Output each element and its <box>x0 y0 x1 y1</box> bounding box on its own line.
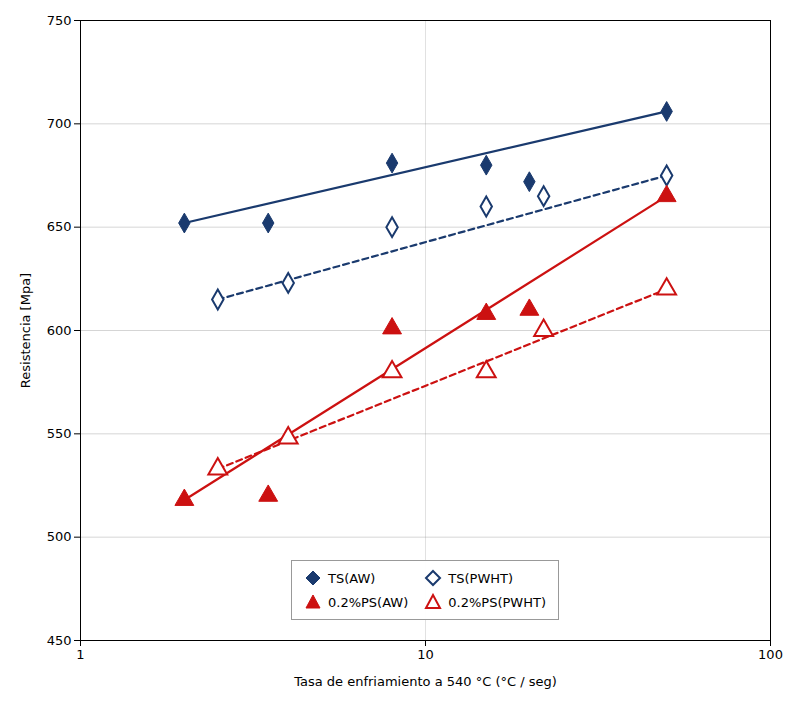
svg-text:1: 1 <box>76 647 84 662</box>
html-text:0.2%PS(PWHT): 0.2%PS(PWHT) <box>448 594 546 610</box>
svg-text:700: 700 <box>47 116 72 131</box>
html-text:0.2%PS(AW): 0.2%PS(AW) <box>328 594 409 610</box>
svg-text:450: 450 <box>47 633 72 648</box>
svg-text:600: 600 <box>47 323 72 338</box>
html-text:TS(AW): TS(AW) <box>328 570 376 586</box>
svg-text:500: 500 <box>47 529 72 544</box>
html-text:TS(PWHT): TS(PWHT) <box>448 570 514 586</box>
svg-text:550: 550 <box>47 426 72 441</box>
svg-text:10: 10 <box>417 647 434 662</box>
svg-text:Tasa de enfriamiento a 540 °C: Tasa de enfriamiento a 540 °C (°C / seg) <box>293 674 557 689</box>
svg-text:750: 750 <box>47 13 72 28</box>
svg-text:Resistencia [Mpa]: Resistencia [Mpa] <box>18 273 33 388</box>
svg-text:100: 100 <box>758 647 783 662</box>
svg-text:650: 650 <box>47 219 72 234</box>
